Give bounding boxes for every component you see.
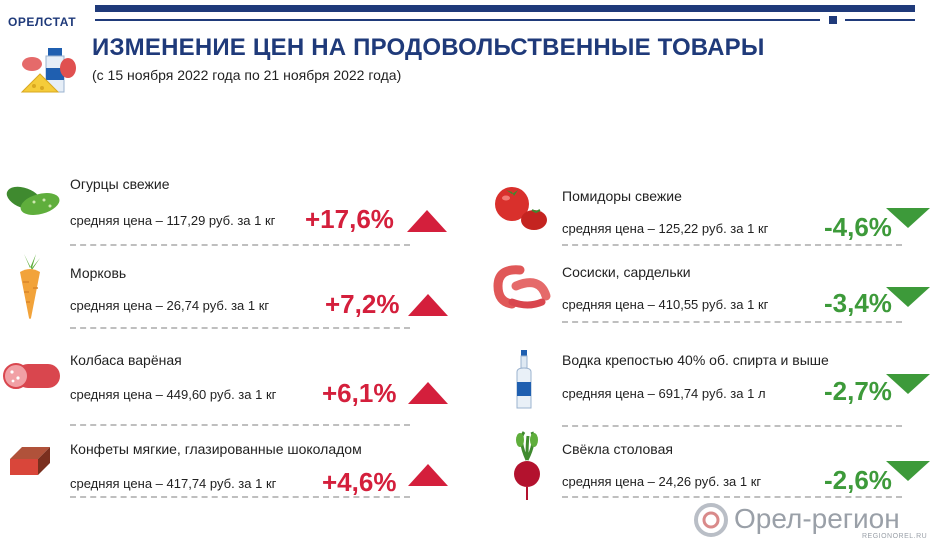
item-divider — [562, 425, 902, 427]
header-rule — [95, 19, 820, 21]
page-subtitle: (с 15 ноября 2022 года по 21 ноября 2022… — [92, 67, 402, 83]
increase-arrow-icon — [407, 210, 447, 232]
cucumber-icon — [6, 186, 60, 215]
item-price: средняя цена – 449,60 руб. за 1 кг — [70, 387, 277, 402]
item-name: Конфеты мягкие, глазированные шоколадом — [70, 441, 362, 457]
decrease-arrow-icon — [886, 287, 930, 307]
item-name: Огурцы свежие — [70, 176, 170, 192]
item-divider — [562, 244, 902, 246]
header-rule-square — [829, 16, 837, 24]
item-name: Колбаса варёная — [70, 352, 182, 368]
tomato-icon — [495, 187, 547, 230]
item-price: средняя цена – 24,26 руб. за 1 кг — [562, 474, 762, 489]
header-rule-right — [845, 19, 915, 21]
item-change: +17,6% — [305, 204, 394, 234]
item-divider — [70, 327, 410, 329]
item-divider — [70, 424, 410, 426]
item-price: средняя цена – 117,29 руб. за 1 кг — [70, 213, 276, 228]
vodka-bottle-icon — [516, 350, 532, 409]
item-change: +4,6% — [322, 467, 397, 497]
item-change: +6,1% — [322, 378, 397, 408]
item-divider — [70, 244, 410, 246]
page-title: ИЗМЕНЕНИЕ ЦЕН НА ПРОДОВОЛЬСТВЕННЫЕ ТОВАР… — [92, 34, 765, 61]
item-price: средняя цена – 410,55 руб. за 1 кг — [562, 297, 769, 312]
item-divider — [70, 496, 410, 498]
item-change: -3,4% — [824, 288, 892, 318]
item-divider — [562, 496, 902, 498]
item-name: Водка крепостью 40% об. спирта и выше — [562, 352, 829, 368]
item-change: +7,2% — [325, 289, 400, 319]
item-change: -2,7% — [824, 376, 892, 406]
item-change: -2,6% — [824, 465, 892, 495]
watermark-logo-icon — [694, 503, 728, 537]
sausage-icon — [3, 363, 60, 389]
item-price: средняя цена – 691,74 руб. за 1 л — [562, 386, 766, 401]
top-bar — [95, 5, 915, 12]
decrease-arrow-icon — [886, 374, 930, 394]
decrease-arrow-icon — [886, 208, 930, 228]
candy-icon — [10, 447, 50, 475]
wieners-icon — [493, 265, 551, 309]
watermark: Орел-регион REGIONOREL.RU — [692, 501, 942, 541]
carrot-icon — [20, 254, 40, 319]
org-name: ОРЕЛСТАТ — [8, 15, 77, 29]
increase-arrow-icon — [408, 464, 448, 486]
beet-icon — [514, 431, 540, 500]
item-price: средняя цена – 125,22 руб. за 1 кг — [562, 221, 769, 236]
watermark-sub: REGIONOREL.RU — [862, 533, 928, 540]
item-name: Морковь — [70, 265, 127, 281]
decrease-arrow-icon — [886, 461, 930, 481]
groceries-icon — [20, 48, 76, 93]
item-divider — [562, 321, 902, 323]
item-name: Свёкла столовая — [562, 441, 673, 457]
item-price: средняя цена – 417,74 руб. за 1 кг — [70, 476, 277, 491]
increase-arrow-icon — [408, 382, 448, 404]
item-name: Помидоры свежие — [562, 188, 682, 204]
increase-arrow-icon — [408, 294, 448, 316]
item-price: средняя цена – 26,74 руб. за 1 кг — [70, 298, 270, 313]
item-change: -4,6% — [824, 212, 892, 242]
item-name: Сосиски, сардельки — [562, 264, 691, 280]
watermark-text: Орел-регион — [734, 503, 900, 534]
